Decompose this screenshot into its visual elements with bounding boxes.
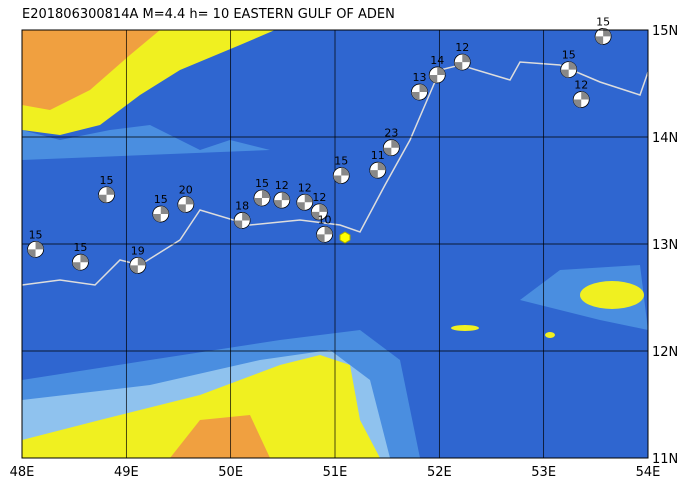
depth-label: 18 xyxy=(235,199,249,212)
beachball-quadrant xyxy=(560,61,577,78)
beachball xyxy=(233,212,251,229)
beachball xyxy=(273,191,291,209)
beachball xyxy=(594,28,612,45)
lon-label: 52E xyxy=(427,465,452,480)
beachball xyxy=(332,167,350,184)
lat-label: 12N xyxy=(652,345,678,360)
beachball-quadrant xyxy=(72,254,89,271)
beachball-quadrant xyxy=(316,226,333,243)
beachball-quadrant xyxy=(411,84,428,101)
beachball-quadrant xyxy=(573,91,590,108)
beachball-quadrant xyxy=(369,162,386,179)
beachball xyxy=(316,225,333,243)
beachball xyxy=(152,205,170,223)
beachball xyxy=(428,66,446,84)
depth-label: 15 xyxy=(100,174,114,187)
beachball-quadrant xyxy=(429,66,446,83)
beachball-quadrant xyxy=(595,28,612,45)
epicenter xyxy=(339,231,351,244)
beachball-quadrant xyxy=(454,54,471,71)
depth-label: 15 xyxy=(596,15,610,28)
beachball-quadrant xyxy=(296,194,313,211)
depth-label: 12 xyxy=(312,191,326,204)
beachball xyxy=(310,203,328,221)
map-title: E201806300814A M=4.4 h= 10 EASTERN GULF … xyxy=(22,7,395,22)
frame xyxy=(21,29,649,459)
island xyxy=(545,332,555,338)
beachball xyxy=(253,189,271,207)
depth-label: 11 xyxy=(371,149,385,162)
highland xyxy=(22,30,160,110)
beachball xyxy=(296,193,314,211)
lon-label: 50E xyxy=(218,465,243,480)
depth-label: 14 xyxy=(430,54,444,67)
beachball xyxy=(369,161,387,179)
beachball xyxy=(382,139,400,157)
lat-label: 11N xyxy=(652,452,678,467)
lat-label: 13N xyxy=(652,238,678,253)
beachball xyxy=(72,253,89,271)
depth-label: 10 xyxy=(318,213,332,226)
beachball-quadrant xyxy=(273,192,290,209)
depth-label: 15 xyxy=(562,49,576,62)
beachball-quadrant xyxy=(253,189,270,206)
lon-label: 54E xyxy=(636,465,661,480)
highland xyxy=(170,415,270,458)
lon-label: 48E xyxy=(10,465,35,480)
depth-label: 12 xyxy=(574,79,588,92)
lat-label: 14N xyxy=(652,131,678,146)
depth-label: 19 xyxy=(131,244,145,257)
depth-label: 15 xyxy=(29,228,43,241)
beachball-quadrant xyxy=(98,186,115,203)
depth-label: 12 xyxy=(275,179,289,192)
land xyxy=(22,355,380,458)
beachball-quadrant xyxy=(27,241,44,258)
beachball xyxy=(560,61,578,78)
island xyxy=(451,325,479,331)
beachball xyxy=(129,256,147,274)
depth-label: 12 xyxy=(298,181,312,194)
depth-label: 15 xyxy=(255,177,269,190)
beachball xyxy=(177,196,195,213)
beachball-quadrant xyxy=(333,167,350,184)
lon-label: 51E xyxy=(323,465,348,480)
depth-label: 13 xyxy=(413,71,427,84)
depth-label: 15 xyxy=(154,193,168,206)
island xyxy=(580,281,644,309)
lon-label: 53E xyxy=(531,465,556,480)
beachball xyxy=(453,53,471,71)
depth-label: 20 xyxy=(179,183,193,196)
beachball-quadrant xyxy=(177,196,194,213)
beachball xyxy=(411,83,428,101)
depth-label: 15 xyxy=(334,155,348,168)
depth-label: 12 xyxy=(455,41,469,54)
lat-label: 15N xyxy=(652,24,678,39)
beachball-quadrant xyxy=(234,212,251,229)
shelf xyxy=(22,125,270,160)
depth-label: 15 xyxy=(73,241,87,254)
lon-label: 49E xyxy=(114,465,139,480)
beachball xyxy=(572,91,590,108)
beachball-quadrant xyxy=(129,257,146,274)
depth-label: 23 xyxy=(384,127,398,140)
beachball-quadrant xyxy=(311,203,328,220)
beachball-quadrant xyxy=(152,206,169,223)
beachball xyxy=(98,186,115,204)
beachball-quadrant xyxy=(383,139,400,156)
beachball xyxy=(27,240,44,258)
